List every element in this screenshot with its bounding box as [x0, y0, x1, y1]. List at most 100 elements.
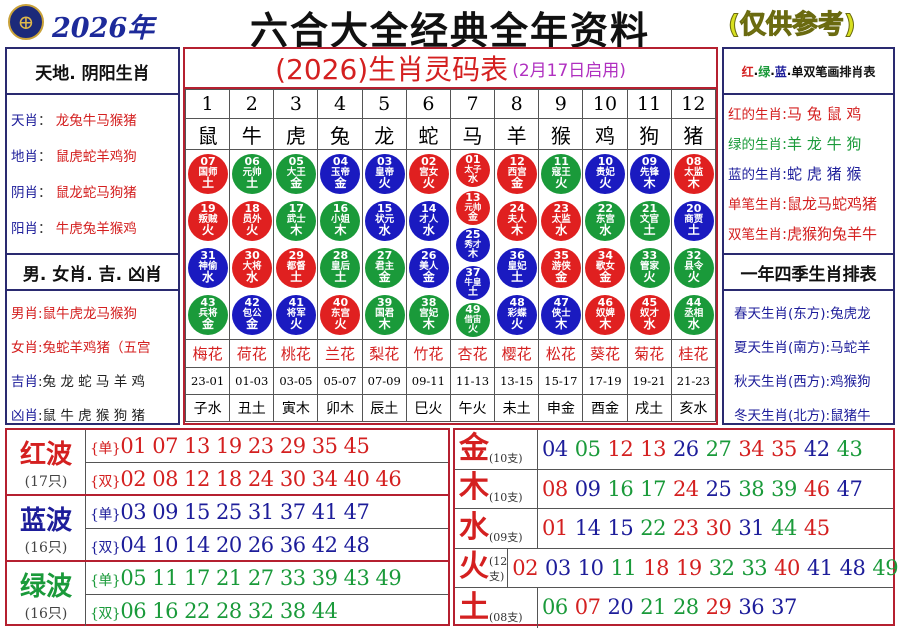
ball-number: 35: [553, 249, 569, 262]
ball-title: 美人: [419, 261, 439, 272]
ball-element: 金: [378, 270, 391, 284]
element-number: 07: [574, 595, 601, 619]
ball-element: 火: [467, 324, 478, 335]
ball-number: 26: [421, 249, 437, 262]
ball-number: 24: [509, 202, 525, 215]
wave-parity-label: {单}: [90, 573, 121, 589]
wave-parity-label: {双}: [90, 474, 121, 490]
element-number: 09: [574, 476, 601, 501]
column-number: 3: [273, 89, 319, 119]
column-number: 11: [626, 89, 672, 119]
number-ball: 09 先锋木: [629, 154, 670, 194]
item-key: 阴肖: [11, 185, 38, 201]
ball-element: 水: [467, 174, 478, 185]
branch-cell: 酉金: [582, 394, 628, 422]
element-number: 38: [738, 476, 765, 501]
item-value: :马蛇羊: [825, 340, 871, 356]
ball-title: 太监: [684, 167, 704, 178]
title-part: 绿: [758, 64, 771, 79]
ball-element: 土: [687, 223, 700, 237]
ball-element: 火: [378, 176, 391, 190]
element-number: 48: [839, 555, 866, 580]
item-sep: ：: [38, 185, 56, 201]
branch-cell: 巳火: [405, 394, 451, 422]
zodiac-code-table: (2026)生肖灵码表 (2月17日启用) 1 2 3 4 5 6 7 8 9 10 11 12 鼠牛…: [183, 47, 718, 425]
zodiac-cell: 牛: [229, 118, 275, 150]
ball-title: 西宫: [507, 167, 527, 178]
wave-rows: {单}01 07 13 19 23 29 35 45 {双}02 08 12 18…: [86, 430, 448, 494]
item-key: 阳肖: [11, 221, 38, 237]
time-cell: 23-01: [184, 367, 231, 395]
element-number: 25: [705, 476, 732, 501]
list-item: 吉肖:兔 龙 蛇 马 羊 鸡: [7, 365, 178, 399]
element-numbers: 04 05 12 13 26 27 34 35 42 43: [538, 430, 869, 469]
flower-cell: 梅花: [184, 339, 231, 368]
element-number: 02: [512, 555, 539, 580]
wave-rows: {单}05 11 17 21 27 33 39 43 49 {双}06 16 22…: [86, 562, 448, 626]
ball-column: 08 太监木 20 商贾土 32 县令火 44 丞相水: [670, 149, 717, 340]
number-ball: 27 君主金: [364, 248, 405, 288]
ball-number: 31: [200, 249, 216, 262]
ball-number: 16: [332, 202, 349, 215]
ball-element: 木: [422, 317, 435, 331]
wave-numbers: 06 16 22 28 32 38 44: [120, 599, 338, 623]
ball-number: 12: [509, 155, 525, 168]
zodiac-cell: 鸡: [582, 118, 628, 150]
item-key: 吉肖: [11, 374, 38, 390]
ball-number: 14: [421, 202, 437, 215]
number-ball: 15 状元水: [364, 201, 405, 241]
time-cell: 15-17: [538, 367, 584, 395]
ball-title: 太监: [551, 214, 571, 225]
wave-numbers: 01 07 13 19 23 29 35 45: [120, 434, 370, 458]
zodiac-grid: 1 2 3 4 5 6 7 8 9 10 11 12 鼠牛虎兔龙蛇马羊猴鸡狗猪 07 国师土 19 叛贼火 3…: [184, 89, 717, 422]
branch-cell: 亥水: [670, 394, 717, 422]
ball-title: 叛贼: [198, 214, 218, 225]
ball-element: 水: [555, 223, 568, 237]
flower-cell: 桂花: [670, 339, 717, 368]
ball-number: 46: [597, 296, 614, 309]
ball-column: 02 宫女火 14 才人水 26 美人金 38 宫妃木: [405, 149, 451, 340]
item-key: 春天生肖(东方): [734, 306, 826, 322]
ball-title: 先锋: [640, 167, 660, 178]
ball-title: 皇妃: [507, 261, 527, 272]
ball-title: 元帅: [464, 202, 482, 213]
ball-column: 04 玉帝金 16 小姐木 28 皇后土 40 东宫火: [317, 149, 363, 340]
element-row: 土 (08支) 06 07 20 21 28 29 36 37: [455, 588, 893, 628]
ball-element: 火: [687, 270, 700, 284]
ball-element: 火: [643, 270, 656, 284]
ball-element: 水: [599, 223, 612, 237]
ball-title: 君主: [375, 261, 395, 272]
ball-number: 03: [376, 155, 393, 168]
number-ball: 34 歌女金: [585, 248, 626, 288]
list-item: 女肖:兔蛇羊鸡猪（五宫: [7, 331, 178, 365]
ball-element: 金: [334, 176, 347, 190]
ball-title: 才人: [419, 214, 439, 225]
ball-number: 02: [421, 155, 437, 168]
time-cell: 11-13: [449, 367, 496, 395]
table-subtitle: (2月17日启用): [512, 60, 626, 81]
number-ball: 20 商贾土: [673, 201, 714, 241]
element-number: 19: [675, 555, 702, 580]
number-ball: 44 丞相水: [673, 295, 714, 335]
time-cell: 05-07: [317, 367, 363, 395]
list-item: 春天生肖(东方):兔虎龙: [724, 297, 893, 331]
parity-text: 单: [98, 573, 112, 589]
parity-text: 单: [98, 507, 112, 523]
ball-title: 寇王: [551, 167, 571, 178]
ball-title: 夫人: [507, 214, 527, 225]
wave-label: 绿波 (16只): [7, 562, 86, 626]
section-title: 一年四季生肖排表: [724, 255, 893, 291]
element-number: 46: [803, 476, 830, 501]
ball-column: 11 寇王火 23 太监水 35 游侠金 47 侠士木: [538, 149, 584, 340]
element-number: 39: [771, 476, 797, 501]
ball-element: 水: [378, 223, 391, 237]
ball-element: 火: [201, 223, 214, 237]
element-number: 32: [708, 555, 735, 580]
ball-title: 奴婢: [595, 308, 615, 319]
color-wave-table: 红波 (17只) {单}01 07 13 19 23 29 35 45 {双}02 0…: [5, 428, 450, 626]
ball-column: 06 元帅土 18 员外火 30 大将水 42 包公金: [229, 149, 275, 340]
ball-number: 48: [509, 296, 525, 309]
parity-text: 双: [98, 474, 112, 490]
element-number: 14: [574, 516, 601, 540]
element-number: 13: [640, 437, 666, 461]
